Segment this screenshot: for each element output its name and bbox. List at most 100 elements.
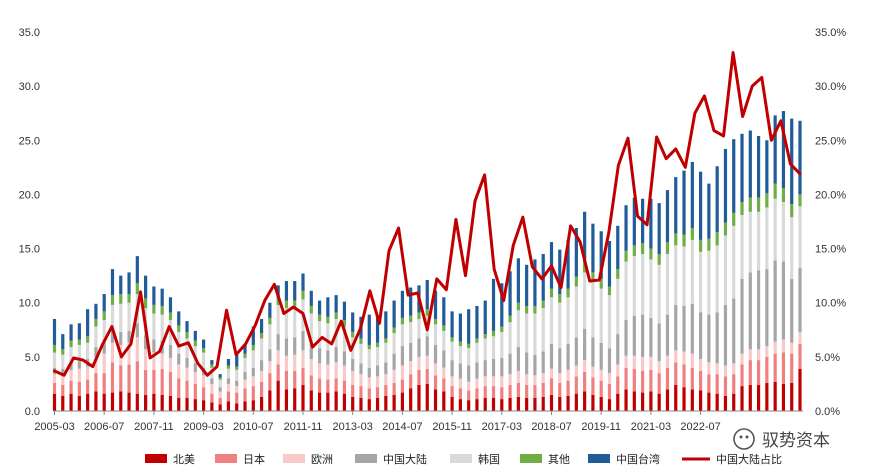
bar-segment-1-17 <box>193 383 197 400</box>
right-tick-label: 0.0% <box>815 406 840 418</box>
left-axis-ticks: 0.0 5.0 10.0 15.0 20.0 25.0 30.0 35.0 <box>19 27 40 418</box>
bar-segment-3-31 <box>309 342 313 360</box>
bar-segment-0-72 <box>649 391 653 411</box>
bar-segment-2-35 <box>342 365 347 381</box>
bar-segment-1-87 <box>773 353 777 382</box>
bar-segment-6-55 <box>508 271 512 316</box>
bar-segment-6-49 <box>458 313 462 342</box>
bar-segment-0-12 <box>152 393 156 411</box>
bar-segment-5-32 <box>317 314 322 322</box>
bar-segment-0-76 <box>682 387 686 411</box>
bar-segment-2-40 <box>384 374 388 386</box>
bar-segment-6-33 <box>326 297 330 317</box>
bar-segment-0-26 <box>268 390 272 411</box>
bar-segment-2-89 <box>790 342 794 354</box>
bar-segment-3-6 <box>102 342 106 354</box>
bar-segment-0-20 <box>218 404 222 411</box>
bar-segment-1-62 <box>566 380 570 396</box>
bar-segment-1-12 <box>152 369 156 394</box>
bar-segment-5-29 <box>293 300 297 309</box>
legend: 北美 日本 欧洲 中国大陆 韩国 其他 中国台湾 中国大陆占比 <box>145 452 782 466</box>
bar-segment-2-10 <box>135 337 139 362</box>
bar-segment-5-43 <box>409 315 413 323</box>
bar-segment-1-83 <box>740 364 744 387</box>
bar-segment-6-11 <box>144 275 148 299</box>
bar-segment-0-86 <box>765 382 769 411</box>
bar-segment-1-47 <box>442 378 446 392</box>
bar-segment-3-76 <box>682 305 686 352</box>
bar-segment-3-3 <box>77 361 81 369</box>
bar-segment-1-84 <box>748 360 752 386</box>
bar-segment-0-34 <box>334 391 338 411</box>
bar-segment-3-32 <box>317 348 322 364</box>
bar-segment-2-73 <box>657 361 661 374</box>
bar-segment-0-1 <box>61 395 65 411</box>
bar-segment-2-37 <box>359 374 363 387</box>
bar-segment-5-85 <box>756 197 761 212</box>
bar-segment-4-1 <box>61 354 65 369</box>
bar-segment-2-64 <box>583 360 587 373</box>
bar-segment-5-61 <box>558 294 562 303</box>
watermark: 驭势资本 <box>733 428 830 451</box>
bar-segment-3-14 <box>168 344 173 358</box>
bar-segment-0-37 <box>359 398 363 411</box>
bar-segment-4-28 <box>284 308 289 339</box>
bar-segment-0-2 <box>69 393 73 411</box>
bar-segment-6-62 <box>566 239 570 289</box>
bar-segment-2-0 <box>52 374 57 383</box>
bar-segment-1-37 <box>359 386 363 398</box>
bar-segment-3-79 <box>707 314 711 363</box>
bar-segment-6-56 <box>516 258 520 303</box>
bar-segment-5-81 <box>723 222 728 236</box>
bar-segment-4-3 <box>77 344 81 362</box>
bar-segment-2-54 <box>500 376 504 388</box>
bar-segment-2-62 <box>566 369 570 381</box>
legend-swatch-2 <box>283 454 305 463</box>
bar-segment-1-8 <box>119 365 123 392</box>
bar-segment-2-47 <box>442 367 446 379</box>
bar-segment-3-10 <box>135 323 139 338</box>
bar-segment-1-4 <box>86 379 90 394</box>
bar-segment-3-58 <box>533 354 537 376</box>
bar-segment-5-12 <box>152 304 156 314</box>
share-line-layer <box>53 51 802 377</box>
bar-segment-3-8 <box>119 331 123 345</box>
bar-segment-6-83 <box>740 133 744 203</box>
bar-segment-2-4 <box>86 366 90 380</box>
bar-segment-0-27 <box>276 380 280 411</box>
bar-segment-0-68 <box>616 393 620 411</box>
bar-segment-4-7 <box>110 304 115 331</box>
bar-segment-5-49 <box>458 341 462 347</box>
bar-segment-1-82 <box>732 374 736 394</box>
bar-segment-2-5 <box>94 356 98 374</box>
bar-segment-2-60 <box>549 368 554 379</box>
bar-segment-3-90 <box>798 268 802 332</box>
bar-segment-4-85 <box>756 211 761 271</box>
bar-segment-5-47 <box>442 325 446 331</box>
bar-segment-6-73 <box>657 203 661 254</box>
bar-segment-5-20 <box>218 377 222 380</box>
bar-segment-2-34 <box>334 362 338 379</box>
bar-segment-5-34 <box>334 312 338 319</box>
bar-segment-0-74 <box>665 389 670 411</box>
bar-segment-0-62 <box>566 395 570 411</box>
bar-segment-2-49 <box>458 378 462 389</box>
bar-segment-1-78 <box>699 370 703 391</box>
x-tick-label: 2018-07 <box>531 421 571 433</box>
bar-segment-5-69 <box>624 250 628 262</box>
bar-segment-0-81 <box>723 395 728 411</box>
bar-segment-5-11 <box>144 298 148 309</box>
bar-segment-2-29 <box>293 354 297 371</box>
bar-segment-3-12 <box>152 339 156 353</box>
bar-segment-1-40 <box>384 385 388 396</box>
bar-segment-1-63 <box>574 376 578 394</box>
x-tick-label: 2014-07 <box>382 421 422 433</box>
left-tick-label: 10.0 <box>19 298 40 310</box>
bar-segment-0-22 <box>235 403 239 411</box>
bar-segment-4-81 <box>723 235 728 305</box>
bar-segment-1-39 <box>375 387 380 399</box>
bar-segment-0-85 <box>756 385 761 411</box>
bar-segment-2-68 <box>616 364 620 377</box>
bar-segment-4-21 <box>226 368 231 379</box>
bar-segment-2-24 <box>251 376 255 387</box>
